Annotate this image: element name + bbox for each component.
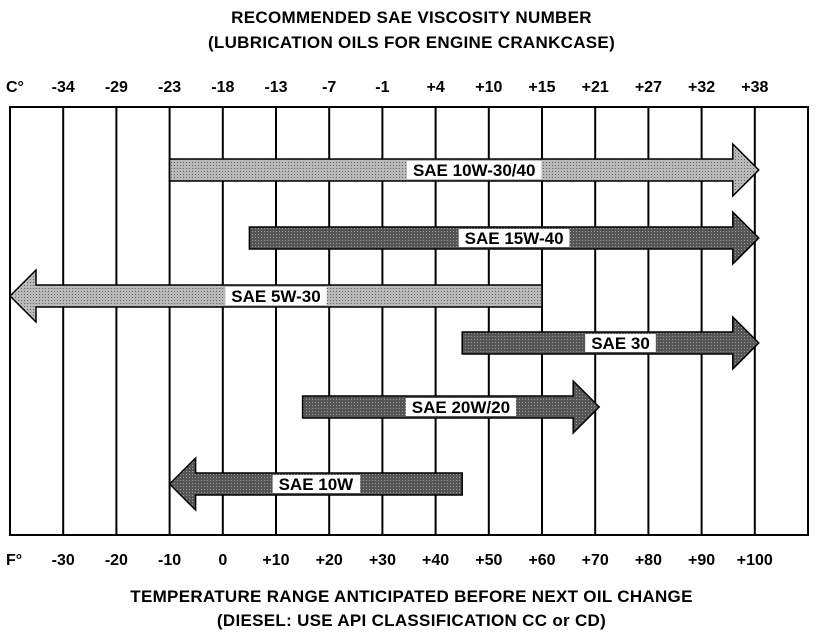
fahrenheit-tick-label: +20 — [316, 552, 343, 569]
fahrenheit-tick-label: +90 — [688, 552, 715, 569]
celsius-tick-label: +32 — [688, 79, 715, 96]
range-bar-label: SAE 20W/20 — [412, 398, 510, 417]
footer-subtitle: (DIESEL: USE API CLASSIFICATION CC or CD… — [216, 611, 607, 630]
footer-title: TEMPERATURE RANGE ANTICIPATED BEFORE NEX… — [130, 587, 693, 606]
fahrenheit-tick-label: +60 — [528, 552, 555, 569]
fahrenheit-unit-label: F° — [6, 552, 22, 569]
range-bar-label: SAE 5W-30 — [231, 287, 320, 306]
celsius-tick-label: -29 — [105, 79, 128, 96]
fahrenheit-tick-label: +80 — [635, 552, 662, 569]
celsius-tick-label: -1 — [375, 79, 389, 96]
celsius-tick-label: +4 — [426, 79, 444, 96]
celsius-tick-label: -34 — [52, 79, 75, 96]
range-bar-label: SAE 10W — [279, 475, 355, 494]
range-bar-label-box — [225, 287, 327, 305]
chart-subtitle: (LUBRICATION OILS FOR ENGINE CRANKCASE) — [207, 33, 616, 52]
celsius-tick-label: +15 — [528, 79, 555, 96]
range-bar-label-box — [405, 398, 517, 416]
celsius-tick-label: -18 — [211, 79, 234, 96]
fahrenheit-tick-label: +30 — [369, 552, 396, 569]
celsius-tick-label: -13 — [264, 79, 287, 96]
fahrenheit-tick-label: +10 — [262, 552, 289, 569]
fahrenheit-tick-label: 0 — [218, 552, 227, 569]
range-bar-label-box — [406, 161, 542, 179]
fahrenheit-tick-label: +40 — [422, 552, 449, 569]
fahrenheit-tick-label: -30 — [52, 552, 75, 569]
fahrenheit-tick-label: +100 — [737, 552, 773, 569]
range-bar-label: SAE 15W-40 — [465, 229, 564, 248]
fahrenheit-tick-label: -10 — [158, 552, 181, 569]
celsius-tick-label: +38 — [741, 79, 768, 96]
range-bar-label-box — [458, 229, 570, 247]
fahrenheit-tick-label: +50 — [475, 552, 502, 569]
range-bar-label-box — [585, 334, 656, 352]
chart-title: RECOMMENDED SAE VISCOSITY NUMBER — [231, 8, 592, 27]
range-bar-label: SAE 30 — [591, 334, 650, 353]
range-bar-label: SAE 10W-30/40 — [413, 161, 536, 180]
celsius-tick-label: +21 — [582, 79, 609, 96]
celsius-tick-label: +27 — [635, 79, 662, 96]
celsius-unit-label: C° — [6, 79, 24, 96]
celsius-tick-label: -7 — [322, 79, 336, 96]
fahrenheit-tick-label: -20 — [105, 552, 128, 569]
range-bar-label-box — [272, 475, 361, 493]
celsius-tick-label: -23 — [158, 79, 181, 96]
fahrenheit-tick-label: +70 — [582, 552, 609, 569]
celsius-tick-label: +10 — [475, 79, 502, 96]
